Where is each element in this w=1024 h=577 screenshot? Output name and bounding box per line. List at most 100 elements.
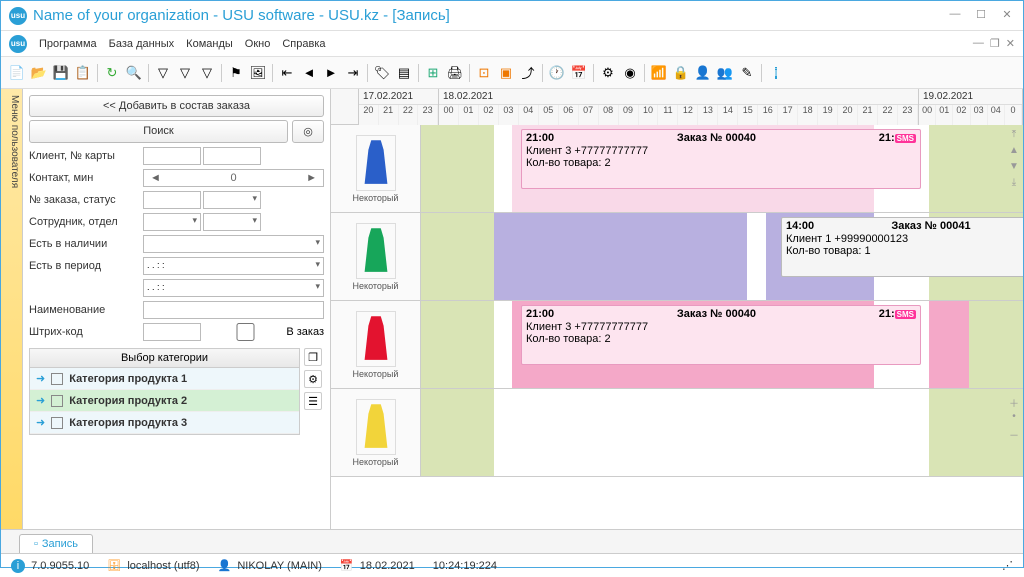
day-label: 19.02.2021 bbox=[919, 89, 1022, 105]
tb-color-icon[interactable]: ◉ bbox=[620, 63, 640, 83]
category-label: Категория продукта 1 bbox=[69, 373, 187, 385]
info-icon: i bbox=[11, 559, 25, 573]
menu-item[interactable]: Окно bbox=[239, 35, 277, 53]
scroll-bottom-icon[interactable]: ⤓ bbox=[1007, 177, 1021, 191]
mdi-close-button[interactable]: ✕ bbox=[1006, 37, 1015, 50]
tab-record[interactable]: ▫ Запись bbox=[19, 534, 93, 553]
tb-nav-first-icon[interactable]: ⇤ bbox=[277, 63, 297, 83]
tb-tag-icon[interactable]: 🏷 bbox=[372, 63, 392, 83]
menu-item[interactable]: Справка bbox=[276, 35, 331, 53]
tb-save-icon[interactable]: 💾 bbox=[51, 63, 71, 83]
menu-item[interactable]: Команды bbox=[180, 35, 239, 53]
tb-nav-prev-icon[interactable]: ◄ bbox=[299, 63, 319, 83]
minimize-button[interactable]: — bbox=[947, 8, 963, 24]
scroll-top-icon[interactable]: ⤒ bbox=[1007, 129, 1021, 143]
tb-list-icon[interactable]: ▤ bbox=[394, 63, 414, 83]
gear-tool-icon[interactable]: ⚙ bbox=[304, 370, 322, 388]
tb-image-icon[interactable]: 🖼 bbox=[248, 63, 268, 83]
zoom-reset-icon[interactable]: • bbox=[1007, 411, 1021, 425]
schedule-row: Некоторый14:00Заказ № 0004114:00Клиент 1… bbox=[331, 213, 1023, 301]
statusbar: i 7.0.9055.10 🗄 localhost (utf8) 👤 NIKOL… bbox=[1, 553, 1023, 577]
instock-label: Есть в наличии bbox=[29, 238, 141, 250]
mdi-minimize-button[interactable]: — bbox=[973, 37, 984, 50]
inorder-checkbox[interactable] bbox=[207, 323, 284, 341]
order-block[interactable]: 14:00Заказ № 0004114:00Клиент 1 +9999000… bbox=[781, 217, 1023, 277]
product-thumb[interactable] bbox=[356, 135, 396, 191]
tb-new-icon[interactable]: 📄 bbox=[7, 63, 27, 83]
tb-nav-next-icon[interactable]: ► bbox=[321, 63, 341, 83]
menu-logo-icon: usu bbox=[9, 35, 27, 53]
scroll-up-icon[interactable]: ▲ bbox=[1007, 145, 1021, 159]
tb-gear-icon[interactable]: ⚙ bbox=[598, 63, 618, 83]
barcode-input[interactable] bbox=[143, 323, 201, 341]
tb-users-icon[interactable]: 👥 bbox=[715, 63, 735, 83]
product-thumb[interactable] bbox=[356, 223, 396, 279]
list-tool-icon[interactable]: ☰ bbox=[304, 392, 322, 410]
product-thumb[interactable] bbox=[356, 311, 396, 367]
grip-icon[interactable]: ⋰ bbox=[1002, 559, 1013, 572]
mdi-restore-button[interactable]: ❐ bbox=[990, 37, 1000, 50]
tb-wand-icon[interactable]: ✎ bbox=[737, 63, 757, 83]
tb-open-icon[interactable]: 📂 bbox=[29, 63, 49, 83]
category-item[interactable]: ➜Категория продукта 1 bbox=[30, 368, 299, 390]
menu-item[interactable]: База данных bbox=[103, 35, 181, 53]
tb-excel-icon[interactable]: ⊞ bbox=[423, 63, 443, 83]
card-input[interactable] bbox=[203, 147, 261, 165]
tb-clock-icon[interactable]: 🕐 bbox=[547, 63, 567, 83]
copy-tool-icon[interactable]: ❐ bbox=[304, 348, 322, 366]
side-tab-user-menu[interactable]: Меню пользователя bbox=[1, 89, 23, 529]
search-target-button[interactable]: ◎ bbox=[292, 120, 324, 143]
tb-filter-icon[interactable]: ▽ bbox=[153, 63, 173, 83]
tb-nav-last-icon[interactable]: ⇥ bbox=[343, 63, 363, 83]
contact-spinner[interactable]: ◄0► bbox=[143, 169, 324, 187]
contact-min-label: Контакт, мин bbox=[29, 172, 141, 184]
tab-doc-icon: ▫ bbox=[34, 538, 38, 550]
tb-print-icon[interactable]: 🖨 bbox=[445, 63, 465, 83]
tb-screen-icon[interactable]: ▣ bbox=[496, 63, 516, 83]
tb-window-icon[interactable]: ⊡ bbox=[474, 63, 494, 83]
tb-copy-icon[interactable]: 📋 bbox=[73, 63, 93, 83]
maximize-button[interactable]: ☐ bbox=[973, 8, 989, 24]
period-to[interactable]: . . : : bbox=[143, 279, 324, 297]
category-checkbox[interactable] bbox=[51, 373, 63, 385]
tb-flag-icon[interactable]: ⚑ bbox=[226, 63, 246, 83]
order-num-input[interactable] bbox=[143, 191, 201, 209]
employee-combo[interactable] bbox=[143, 213, 201, 231]
tb-user-icon[interactable]: 👤 bbox=[693, 63, 713, 83]
category-item[interactable]: ➜Категория продукта 2 bbox=[30, 390, 299, 412]
status-host: localhost (utf8) bbox=[127, 560, 199, 572]
category-item[interactable]: ➜Категория продукта 3 bbox=[30, 412, 299, 434]
order-status-label: № заказа, статус bbox=[29, 194, 141, 206]
order-block[interactable]: 21:00Заказ № 0004021:SMSКлиент 3 +777777… bbox=[521, 129, 921, 189]
dept-combo[interactable] bbox=[203, 213, 261, 231]
app-logo-icon: usu bbox=[9, 7, 27, 25]
name-input[interactable] bbox=[143, 301, 324, 319]
tb-info-icon[interactable]: i bbox=[766, 63, 786, 83]
add-to-order-button[interactable]: << Добавить в состав заказа bbox=[29, 95, 324, 117]
period-from[interactable]: . . : : bbox=[143, 257, 324, 275]
order-block[interactable]: 21:00Заказ № 0004021:SMSКлиент 3 +777777… bbox=[521, 305, 921, 365]
tb-calendar-icon[interactable]: 📅 bbox=[569, 63, 589, 83]
tb-rss-icon[interactable]: 📶 bbox=[649, 63, 669, 83]
product-thumb[interactable] bbox=[356, 399, 396, 455]
client-input[interactable] bbox=[143, 147, 201, 165]
category-checkbox[interactable] bbox=[51, 417, 63, 429]
menu-item[interactable]: Программа bbox=[33, 35, 103, 53]
tb-search-icon[interactable]: 🔍 bbox=[124, 63, 144, 83]
tb-exit-icon[interactable]: ⤴ bbox=[518, 63, 538, 83]
scroll-down-icon[interactable]: ▼ bbox=[1007, 161, 1021, 175]
close-button[interactable]: ✕ bbox=[999, 8, 1015, 24]
db-icon: 🗄 bbox=[107, 560, 121, 572]
zoom-out-icon[interactable]: － bbox=[1007, 427, 1021, 441]
tb-filter2-icon[interactable]: ▽ bbox=[175, 63, 195, 83]
instock-combo[interactable] bbox=[143, 235, 324, 253]
tb-refresh-icon[interactable]: ↻ bbox=[102, 63, 122, 83]
filter-panel: << Добавить в состав заказа Поиск ◎ Клие… bbox=[23, 89, 331, 529]
zoom-in-icon[interactable]: ＋ bbox=[1007, 395, 1021, 409]
tb-filter3-icon[interactable]: ▽ bbox=[197, 63, 217, 83]
search-button[interactable]: Поиск bbox=[29, 120, 288, 143]
tb-lock-icon[interactable]: 🔒 bbox=[671, 63, 691, 83]
status-combo[interactable] bbox=[203, 191, 261, 209]
category-checkbox[interactable] bbox=[51, 395, 63, 407]
barcode-label: Штрих-код bbox=[29, 326, 141, 338]
